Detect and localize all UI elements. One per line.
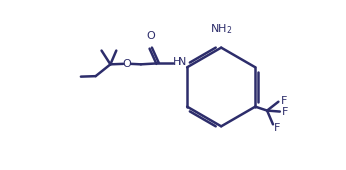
Text: H: H xyxy=(173,57,181,67)
Text: F: F xyxy=(282,107,289,117)
Text: N: N xyxy=(178,57,186,67)
Text: NH$_2$: NH$_2$ xyxy=(210,22,233,36)
Text: O: O xyxy=(146,31,155,41)
Text: F: F xyxy=(281,96,287,106)
Text: F: F xyxy=(274,123,280,133)
Text: O: O xyxy=(123,59,131,69)
